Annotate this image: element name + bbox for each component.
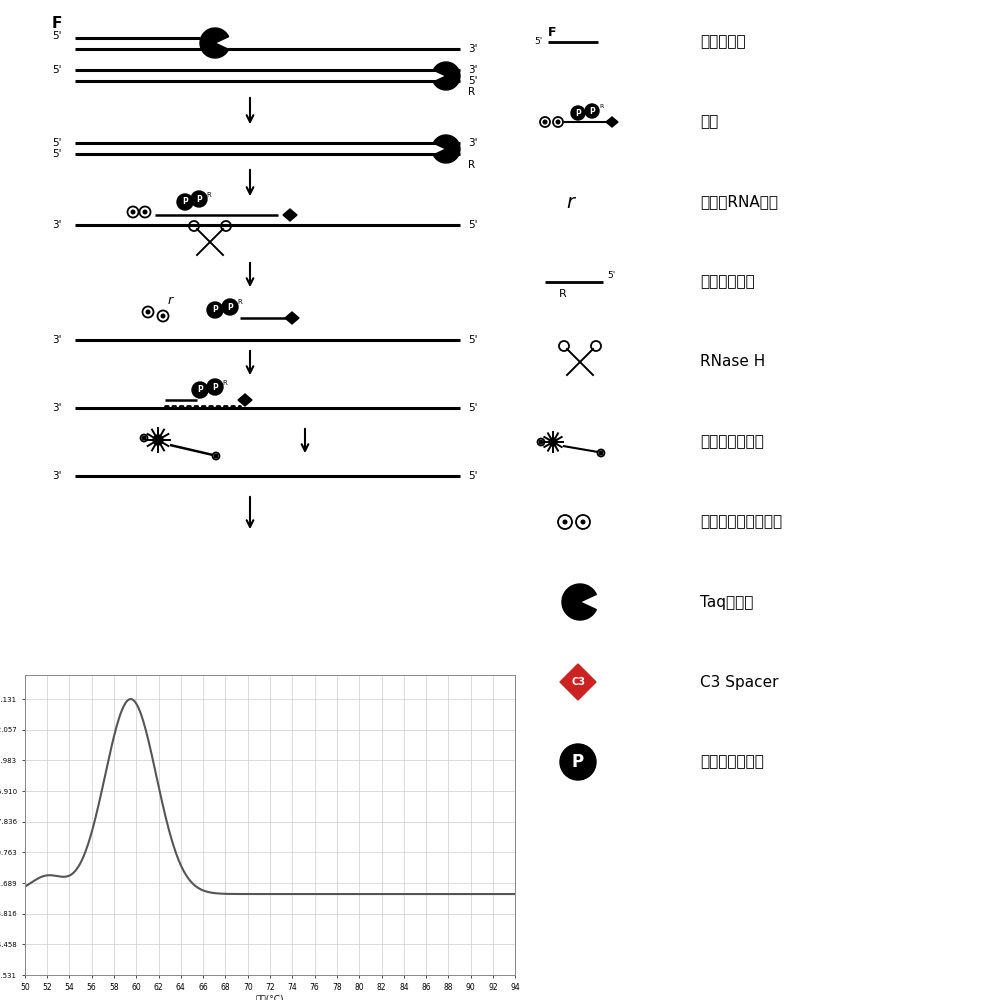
Text: P: P (212, 382, 218, 391)
Text: P: P (182, 198, 188, 207)
Text: F: F (548, 25, 556, 38)
Circle shape (539, 440, 543, 444)
Text: R: R (559, 289, 567, 299)
Text: 3': 3' (468, 65, 478, 75)
Text: 5': 5' (534, 37, 542, 46)
Text: C3 Spacer: C3 Spacer (700, 674, 779, 690)
Text: 非限制性引物: 非限制性引物 (700, 274, 755, 290)
Text: P: P (575, 108, 581, 117)
Text: 5': 5' (607, 271, 615, 280)
Text: 3': 3' (53, 335, 61, 345)
Polygon shape (560, 664, 596, 700)
Text: 探针: 探针 (700, 114, 718, 129)
Polygon shape (238, 394, 252, 406)
Circle shape (563, 520, 567, 524)
Circle shape (177, 194, 193, 210)
Text: 3': 3' (53, 471, 61, 481)
Text: F: F (52, 16, 62, 31)
Wedge shape (433, 62, 460, 90)
Text: 3': 3' (468, 44, 478, 54)
Circle shape (549, 438, 557, 446)
Text: R: R (468, 87, 475, 97)
Text: 5': 5' (468, 76, 478, 86)
Polygon shape (606, 117, 618, 127)
Text: P: P (572, 753, 584, 771)
Text: 5': 5' (468, 335, 478, 345)
Circle shape (222, 299, 238, 315)
Text: 5': 5' (468, 471, 478, 481)
Circle shape (142, 436, 146, 440)
Text: R: R (223, 380, 227, 386)
Circle shape (207, 379, 223, 395)
Wedge shape (562, 584, 597, 620)
Text: r: r (566, 192, 574, 212)
Text: P: P (196, 194, 202, 204)
X-axis label: 温度(°C): 温度(°C) (256, 994, 284, 1000)
Text: Taq聚合酶: Taq聚合酶 (700, 594, 753, 609)
Text: 探针内RNA碱基: 探针内RNA碱基 (700, 194, 778, 210)
Text: 3': 3' (468, 138, 478, 148)
Polygon shape (283, 209, 297, 221)
Text: 限制性引物: 限制性引物 (700, 34, 745, 49)
Circle shape (600, 451, 603, 455)
Circle shape (144, 210, 147, 214)
Circle shape (147, 310, 150, 314)
Text: 酶切后游离淬灭基团: 酶切后游离淬灭基团 (700, 514, 782, 530)
Text: 5': 5' (53, 65, 61, 75)
Text: P: P (212, 306, 218, 314)
Text: 3': 3' (53, 403, 61, 413)
Circle shape (571, 106, 585, 120)
Circle shape (192, 382, 208, 398)
Circle shape (585, 104, 599, 118)
Circle shape (560, 744, 596, 780)
Circle shape (214, 454, 218, 458)
Wedge shape (200, 28, 229, 58)
Wedge shape (433, 135, 460, 163)
Text: P: P (589, 106, 595, 115)
Circle shape (543, 120, 547, 124)
Polygon shape (285, 312, 299, 324)
Circle shape (162, 314, 165, 318)
Text: 酶切后探针引物: 酶切后探针引物 (700, 434, 764, 450)
Text: C3: C3 (571, 677, 585, 687)
Text: R: R (468, 160, 475, 170)
Text: 5': 5' (468, 220, 478, 230)
Circle shape (556, 120, 560, 124)
Text: r: r (167, 294, 172, 306)
Circle shape (207, 302, 223, 318)
Text: 5': 5' (53, 31, 61, 41)
Text: 5': 5' (468, 403, 478, 413)
Text: R: R (238, 299, 243, 305)
Text: 3': 3' (53, 220, 61, 230)
Text: 5': 5' (53, 149, 61, 159)
Text: 5': 5' (53, 138, 61, 148)
Text: 硫代磷酸化修饰: 硫代磷酸化修饰 (700, 754, 764, 770)
Text: R: R (599, 104, 604, 108)
Circle shape (153, 435, 163, 445)
Circle shape (581, 520, 585, 524)
Circle shape (191, 191, 207, 207)
Text: R: R (207, 192, 211, 198)
Text: RNase H: RNase H (700, 355, 765, 369)
Text: P: P (197, 385, 203, 394)
Text: P: P (227, 302, 233, 312)
Circle shape (131, 210, 135, 214)
